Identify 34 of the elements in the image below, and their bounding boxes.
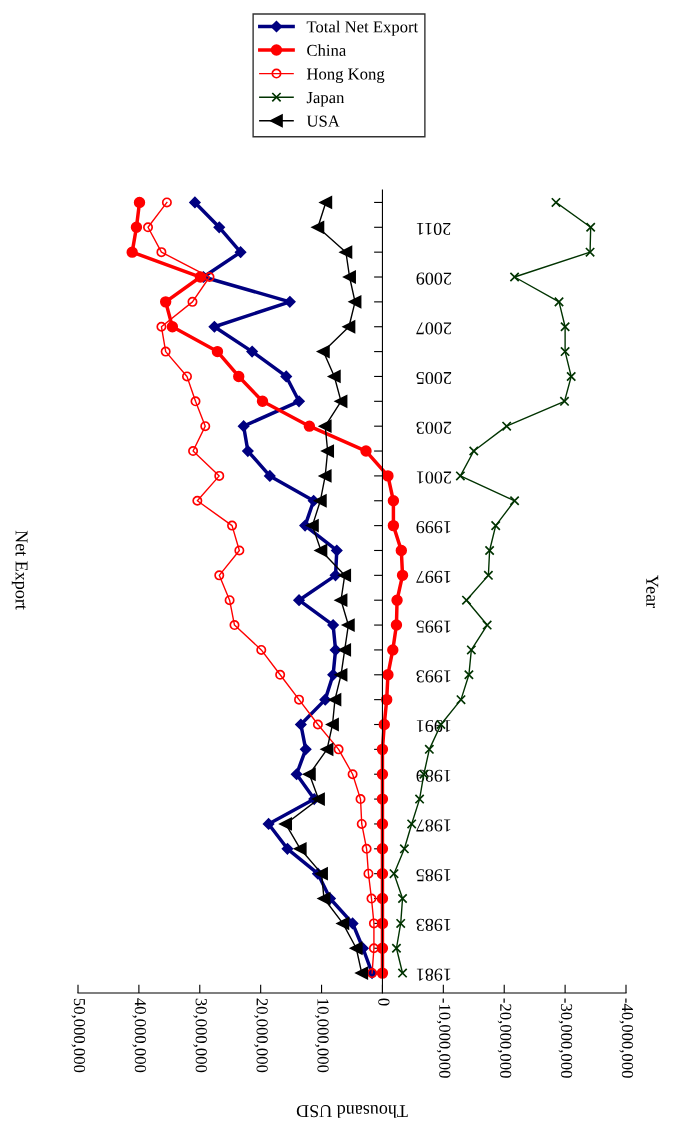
legend-label: Hong Kong (306, 68, 385, 84)
legend-label: Total Net Export (306, 20, 419, 36)
y-tick-label: 2007 (416, 322, 452, 335)
y-tick-label: 2005 (416, 371, 452, 385)
y-tick-label: 1995 (416, 620, 451, 633)
x-tick-label: 50,000,000 (71, 998, 86, 1073)
x-tick-label: -30,000,000 (558, 998, 573, 1078)
y-tick-label: 1997 (416, 570, 451, 583)
x-tick-label: 40,000,000 (132, 998, 146, 1073)
x-tick-label: -10,000,000 (436, 998, 451, 1078)
legend-label: China (307, 44, 347, 57)
x-tick-label: 30,000,000 (193, 998, 207, 1073)
y-tick-label: 2009 (416, 272, 452, 285)
y-tick-label: 2011 (416, 222, 451, 235)
y-tick-label: 2001 (416, 471, 452, 484)
legend-label: USA (306, 115, 340, 127)
x-tick-label: 0 (378, 998, 390, 1006)
y-tick-label: 1983 (416, 918, 451, 932)
y-tick-label: 1989 (416, 769, 451, 782)
y-tick-label: 1993 (416, 670, 451, 683)
x-tick-label: -40,000,000 (619, 998, 634, 1078)
y-tick-label: 1987 (416, 819, 451, 832)
y-axis-title: Year (646, 575, 659, 608)
y-tick-label: 2003 (416, 421, 452, 434)
y-tick-label: 1999 (416, 521, 451, 534)
y-tick-label: 1981 (416, 968, 451, 981)
y-tick-label: 1991 (416, 719, 451, 733)
text: Net Export (11, 530, 28, 610)
y-tick-label: 1985 (416, 869, 451, 882)
x-tick-label: -20,000,000 (497, 998, 512, 1078)
legend-label: Japan (306, 92, 345, 107)
x-tick-label: 20,000,000 (254, 998, 268, 1073)
x-tick-label: 10,000,000 (314, 999, 329, 1073)
x-axis-title: Thousand USD (296, 1105, 408, 1118)
